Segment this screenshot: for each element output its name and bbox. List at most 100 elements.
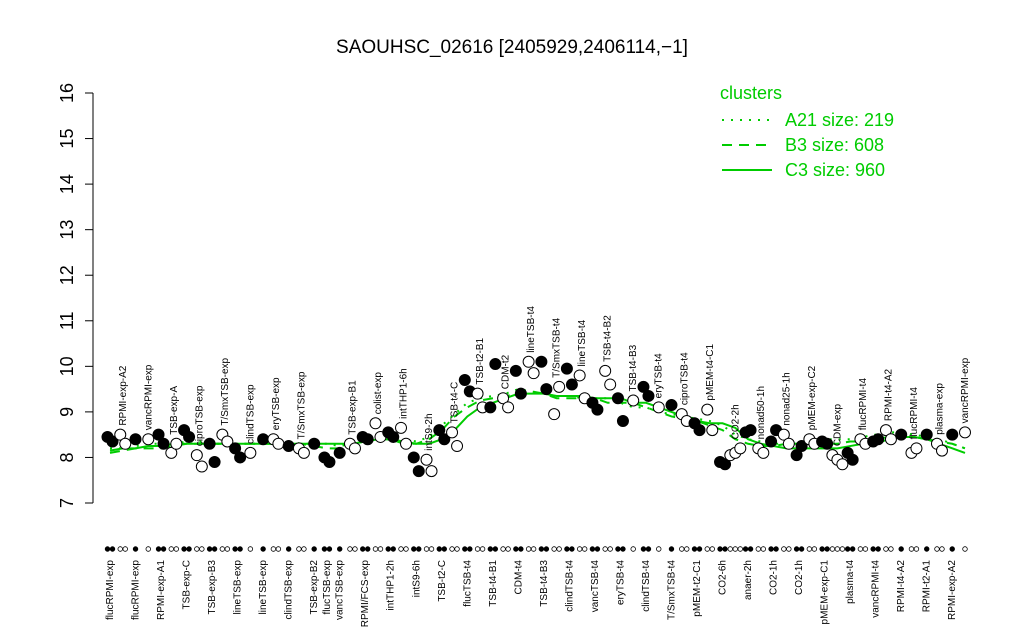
rug-dot [645,546,652,552]
group-label: CO2-2h [730,404,741,439]
rug-dot [186,546,192,552]
group-label: intTHP1-6h [399,368,410,419]
group-label: CO2-6h [718,560,729,595]
group-label: lineTSB-exp [233,560,244,615]
rug-dot [543,546,550,552]
rug-dot [844,546,851,552]
group-label: flucTSB-exp [322,560,333,615]
group-label: nonad50-1h [756,386,767,439]
legend-title: clusters [720,83,782,103]
rug-dot [423,546,430,552]
point [790,449,803,462]
y-tick-label: 12 [57,265,77,285]
group-label: clindTSB-exp [245,384,256,444]
rug-dot [360,546,366,552]
point [959,426,971,439]
cluster-line [109,392,966,454]
point [777,428,790,441]
rug-dot [538,546,545,552]
group-label: CO2-1h [769,560,780,595]
group-label: lineTSB-t4 [577,319,588,366]
rug-dot [347,546,353,552]
group-label: clindTSB-t4 [641,560,652,612]
point [665,399,678,412]
group-label: RPMI-exp-A2 [947,560,958,620]
point [170,437,183,450]
y-tick-label: 16 [57,83,77,103]
rug-dot [722,546,728,552]
rug-dot [206,546,213,552]
rug-dot [492,546,499,552]
group-label: vancTSB-exp [335,560,346,620]
rug-dot [581,546,588,552]
rug-dot [870,546,876,552]
point [502,401,515,414]
group-label: vancRPMI-exp [960,357,971,423]
point [497,392,510,405]
rug-dot [755,546,762,552]
chart-title: SAOUHSC_02616 [2405929,2406114,−1] [336,37,688,58]
rug-dot [849,546,856,552]
group-label: TSB-exp-B2 [309,560,320,615]
group-label: CO2-1h [794,560,805,595]
rug-dot [403,546,409,552]
point [734,442,747,455]
rug-dot [518,546,524,552]
group-label: TSB-exp-A [169,386,180,435]
group-label: pMEM-exp-C1 [820,560,831,625]
rug-dot [173,546,180,552]
rug-dot [949,546,955,552]
group-label: nonad25-1h [781,372,792,425]
group-label: T/SmxTSB-exp [220,357,231,425]
group-label: RPMI-exp-A2 [118,365,129,425]
point [203,437,216,450]
point [560,362,573,375]
rug-dot [709,546,715,552]
group-label: CDM-t4 [513,560,524,595]
point [471,387,484,400]
point [297,446,310,459]
rug-dot [679,546,685,552]
group-label: intS9-6h [411,560,422,597]
group-label: vancRPMI-t4 [871,560,882,618]
group-label: anaer-2h [743,560,754,600]
rug-dot [436,546,442,552]
rug-dot [194,546,200,552]
point [119,437,132,450]
point [165,446,178,459]
group-label: CDM-t2 [501,354,512,389]
rug-dot [104,546,111,552]
group-label: RPMI/FCS-exp [360,560,371,628]
group-label: CDM-exp [832,404,843,447]
rug-dot [569,546,575,552]
point [553,380,566,393]
point [872,433,885,446]
rug-dot [737,546,743,552]
rug-dot [449,546,455,552]
group-label: pMEM-t2-C1 [692,560,703,617]
rug-dot [594,546,601,552]
rug-dot [168,546,175,552]
rug-dot [441,546,447,552]
rug-dot [237,546,243,552]
group-label: lineTSB-exp [258,560,269,615]
group-label: flucRPMI-exp [105,560,116,620]
rug-dot [806,546,813,552]
group-label: TSB-t4-C [450,382,461,424]
rug-dot [479,546,486,552]
y-tick-label: 15 [57,129,77,149]
rug-dot [824,546,830,552]
rug-dot [829,546,836,552]
rug-dot [270,546,277,552]
point [407,451,420,464]
group-label: vancTSB-t4 [590,560,601,613]
point [744,424,757,437]
rug-dot [781,546,787,552]
group-label: plasma-t4 [845,560,856,604]
group-label: ciproTSB-t4 [679,352,690,405]
rug-dot [352,546,358,552]
group-label: TSB-t4-B2 [603,315,614,362]
rug-dot [934,546,940,552]
rug-dot [377,546,384,552]
rug-dot [109,546,116,552]
